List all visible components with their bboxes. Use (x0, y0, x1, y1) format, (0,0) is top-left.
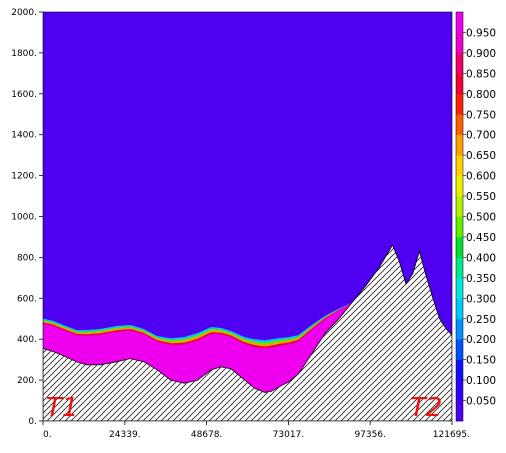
colorbar-tick-label: 0.750 (466, 109, 496, 121)
colorbar-swatch (456, 339, 463, 360)
colorbar-swatch (456, 216, 463, 238)
y-tick-label: 1400. (11, 131, 37, 141)
colorbar: 0.050 0.100 0.150 0.200 0.250 0.300 0.350 0.400… (455, 11, 496, 422)
band-edge-cyan (43, 302, 353, 343)
y-tick-label: 1000. (11, 213, 37, 223)
colorbar-tick-label: 0.650 (466, 150, 496, 162)
colorbar-tick-label: 0.500 (466, 212, 496, 224)
y-tick-label: 0. (28, 417, 37, 427)
plot-area (43, 12, 452, 421)
colorbar-tick-label: 0.400 (466, 252, 496, 264)
colorbar-tick-label: 0.100 (466, 375, 496, 387)
x-axis: 0. 24339. 48678. 73017. 97356. 121695. (42, 421, 470, 440)
y-tick-label: 2000. (11, 8, 37, 18)
colorbar-tick-label: 0.200 (466, 334, 496, 346)
colorbar-swatch (456, 114, 463, 135)
colorbar-swatch (456, 298, 463, 320)
band-edge-orange (43, 302, 353, 347)
colorbar-tick-label: 0.450 (466, 232, 496, 244)
band-core (43, 302, 353, 393)
colorbar-tick-label: 0.550 (466, 191, 496, 203)
colorbar-swatch (456, 380, 463, 401)
y-tick-label: 1800. (11, 49, 37, 59)
colorbar-swatch (456, 236, 463, 258)
band-edge-green (43, 302, 353, 345)
colorbar-swatch (456, 93, 463, 115)
colorbar-swatch (456, 400, 463, 422)
x-tick-label: 0. (43, 430, 52, 440)
colorbar-swatch (456, 52, 463, 74)
colorbar-swatch (456, 175, 463, 197)
colorbar-swatch (456, 359, 463, 381)
concentration-bands (43, 302, 353, 393)
x-tick-label: 73017. (273, 430, 305, 440)
colorbar-swatch (456, 73, 463, 95)
annotation-t1: T1 (46, 393, 78, 423)
colorbar-tick-label: 0.950 (466, 27, 496, 39)
colorbar-swatch (456, 12, 463, 33)
y-tick-label: 1200. (11, 172, 37, 182)
colorbar-tick-label: 0.600 (466, 171, 496, 183)
x-tick-label: 121695. (433, 430, 470, 440)
colorbar-tick-label: 0.300 (466, 293, 496, 305)
band-edge-red (43, 302, 353, 349)
x-tick-label: 24339. (109, 430, 141, 440)
y-tick-label: 800. (17, 253, 37, 263)
y-tick-label: 400. (17, 335, 37, 345)
y-axis: 0. 200. 400. 600. 800. 1000. 1200. 1400. 1600. 18… (11, 8, 43, 427)
colorbar-swatch (456, 196, 463, 217)
colorbar-tick-label: 0.900 (466, 48, 496, 60)
y-tick-label: 600. (17, 294, 37, 304)
colorbar-swatch (456, 134, 463, 156)
colorbar-tick-label: 0.850 (466, 68, 496, 80)
x-tick-label: 97356. (354, 430, 386, 440)
colorbar-swatch (456, 277, 463, 299)
terrain-hatch (43, 245, 452, 421)
colorbar-tick-label: 0.800 (466, 89, 496, 101)
y-tick-label: 1600. (11, 90, 37, 100)
colorbar-tick-label: 0.250 (466, 314, 496, 326)
colorbar-tick-label: 0.050 (466, 396, 496, 408)
colorbar-swatch (456, 155, 463, 176)
x-tick-label: 48678. (191, 430, 223, 440)
colorbar-tick-label: 0.150 (466, 355, 496, 367)
annotation-t2: T2 (410, 393, 442, 423)
y-tick-label: 200. (17, 376, 37, 386)
colorbar-tick-label: 0.700 (466, 130, 496, 142)
colorbar-swatch (456, 257, 463, 279)
colorbar-tick-label: 0.350 (466, 273, 496, 285)
colorbar-swatch (456, 32, 463, 54)
colorbar-swatch (456, 318, 463, 340)
